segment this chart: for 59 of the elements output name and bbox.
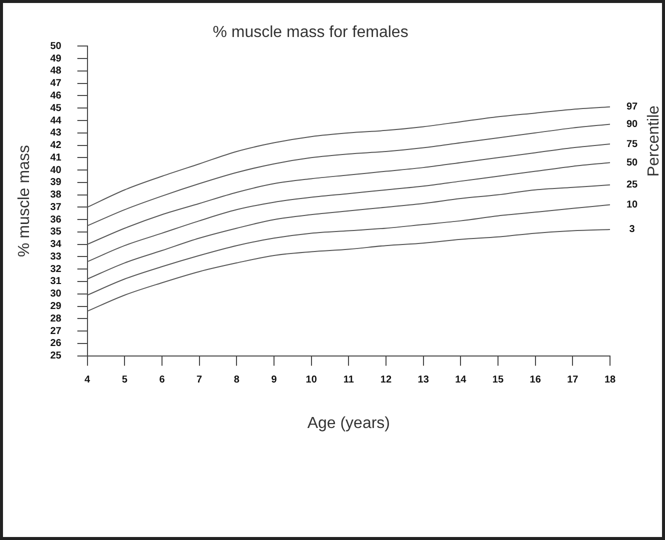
y-tick-label: 30: [50, 288, 62, 300]
y-tick-label: 47: [50, 78, 62, 90]
y-tick-label: 50: [50, 40, 62, 52]
y-tick-label: 33: [50, 251, 62, 262]
series-label: 90: [626, 118, 638, 130]
line-series: [87, 184, 610, 280]
y-tick-label: 46: [50, 90, 62, 102]
y-tick-label: 42: [50, 140, 62, 152]
x-tick-label: 4: [84, 374, 91, 386]
y-tick-label: 28: [50, 313, 62, 324]
line-series: [87, 204, 610, 296]
series-label: 10: [626, 199, 638, 210]
y-tick-label: 41: [50, 152, 62, 164]
y-tick-label: 37: [50, 202, 62, 213]
y-tick-label: 31: [50, 276, 62, 288]
line-series: [87, 144, 610, 245]
series-label: 50: [626, 157, 638, 168]
y-tick-label: 26: [50, 338, 62, 350]
y-tick-label: 34: [50, 239, 62, 250]
y-tick-label: 25: [50, 350, 62, 362]
y-tick-label: 29: [50, 301, 62, 312]
x-tick-label: 16: [530, 374, 542, 386]
series-label: 3: [629, 224, 636, 236]
y-tick-label: 48: [50, 66, 62, 77]
y-tick-label: 49: [50, 53, 62, 64]
line-series: [87, 106, 610, 208]
line-series: [87, 124, 610, 226]
x-tick-label: 18: [604, 374, 616, 386]
x-tick-label: 6: [159, 374, 166, 386]
y-tick-label: 35: [50, 226, 62, 238]
x-tick-label: 7: [196, 374, 203, 386]
x-tick-label: 8: [234, 374, 240, 386]
x-axis-title: Age (years): [307, 414, 390, 432]
x-tick-label: 15: [492, 374, 504, 386]
y-axis-title: % muscle mass: [16, 144, 34, 258]
y-tick-label: 39: [50, 177, 62, 188]
y2-axis-title: Percentile: [645, 105, 662, 177]
x-tick-label: 10: [306, 374, 318, 386]
y-tick-label: 27: [50, 326, 62, 337]
x-tick-label: 13: [418, 374, 430, 386]
y-tick-label: 32: [50, 264, 62, 275]
x-tick-label: 12: [380, 374, 392, 386]
y-tick-label: 36: [50, 214, 62, 226]
series-label: 75: [626, 138, 638, 150]
y-tick-label: 40: [50, 164, 62, 176]
line-series: [87, 228, 610, 312]
y-tick-label: 43: [50, 128, 62, 139]
y-tick-label: 44: [50, 115, 62, 126]
y-tick-label: 38: [50, 190, 62, 201]
line-series: [87, 162, 610, 262]
x-tick-label: 17: [567, 374, 579, 386]
x-tick-label: 11: [343, 374, 354, 386]
series-label: 97: [626, 102, 638, 113]
x-tick-label: 5: [122, 374, 128, 386]
series-label: 25: [626, 180, 638, 191]
y-tick-label: 45: [50, 102, 62, 114]
chart-title: % muscle mass for females: [212, 24, 408, 42]
x-tick-label: 14: [455, 374, 467, 386]
x-tick-label: 9: [271, 374, 278, 386]
